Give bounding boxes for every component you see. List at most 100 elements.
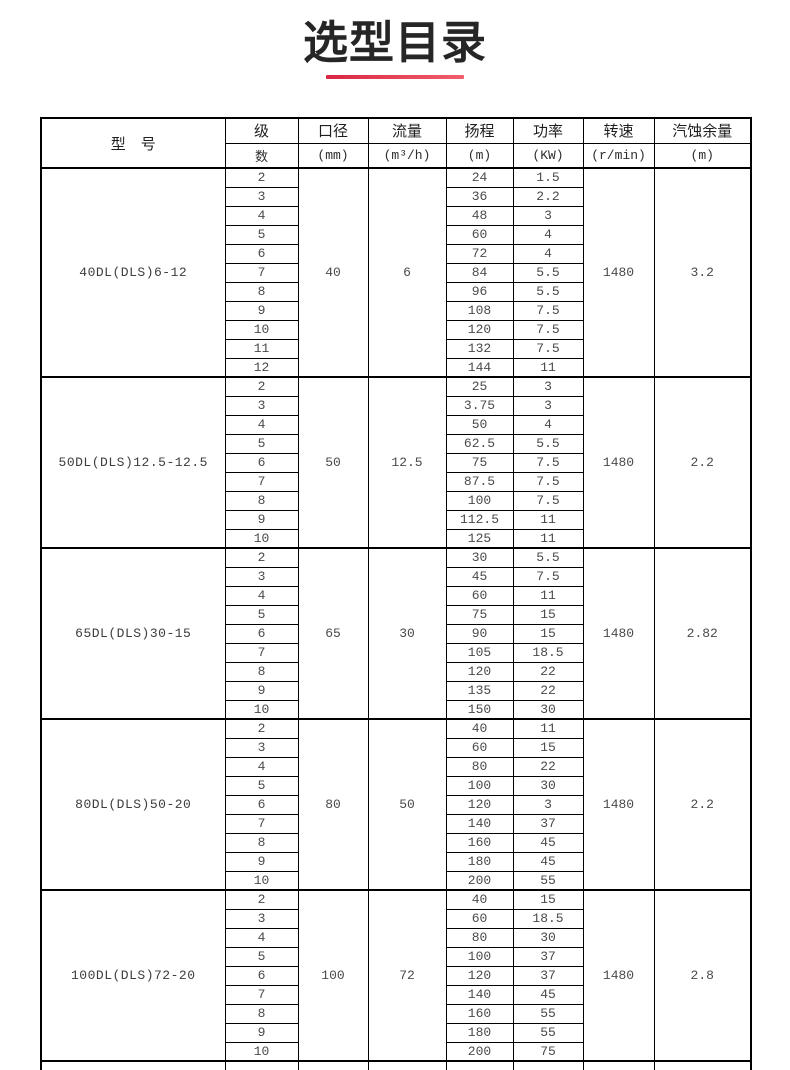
power-cell: 3: [512, 794, 584, 815]
head-cell: 72: [445, 243, 514, 264]
head-cell: 140: [445, 813, 514, 834]
power-cell: 7.5: [512, 300, 584, 321]
stage-cell: 2: [224, 376, 299, 397]
pump-selection-table: 型 号 级 口径 流量 扬程 功率 转速 汽蚀余量 数 (mm) (m³/h) …: [40, 117, 752, 1070]
stage-cell: 6: [224, 794, 299, 815]
header-head: 扬程: [445, 117, 514, 144]
flow-cell: 12.5: [367, 376, 447, 549]
npsh-cell: 2.2: [653, 718, 752, 891]
table-row: 7 84 5.5: [41, 262, 751, 283]
table-row: 80DL(DLS)50-20 2 80 50 40 11 1480 2.2: [40, 718, 752, 891]
header-stages-unit: 数: [224, 142, 299, 169]
power-cell: 5.5: [512, 281, 584, 302]
power-cell: 11: [512, 357, 584, 378]
pump-section: 65DL(DLS)30-15 2 65 30 30 5.5 1480 2.82 3 45 7.5 4 6…: [40, 547, 752, 720]
speed-cell: 1480: [582, 889, 655, 1062]
head-cell: 100: [445, 490, 514, 511]
stage-cell: 2: [224, 889, 299, 910]
model-cell: 100DL(DLS)72-20: [40, 889, 226, 1062]
stage-cell: 10: [224, 528, 299, 549]
head-cell: 60: [445, 224, 514, 245]
power-cell: 30: [512, 927, 584, 948]
npsh-cell: 2.2: [653, 376, 752, 549]
header-power-unit: (KW): [512, 142, 584, 169]
speed-cell: 1480: [582, 718, 655, 891]
power-cell: 4: [512, 414, 584, 435]
head-cell: 100: [445, 775, 514, 796]
power-cell: 7.5: [512, 490, 584, 511]
stage-cell: 12: [224, 357, 299, 378]
power-cell: 5.5: [512, 433, 584, 454]
power-cell: 7.5: [512, 452, 584, 473]
stage-cell: 2: [224, 718, 299, 739]
head-cell: 144: [445, 357, 514, 378]
power-cell: 37: [512, 965, 584, 986]
power-cell: 11: [512, 528, 584, 549]
power-cell: 11: [512, 509, 584, 530]
power-cell: 5.5: [512, 547, 584, 568]
head-cell: 25: [445, 376, 514, 397]
table-row: 3 60 15: [41, 737, 751, 758]
power-cell: 7.5: [512, 319, 584, 340]
power-cell: 3: [512, 205, 584, 226]
head-cell: 120: [445, 661, 514, 682]
head-cell: 180: [445, 851, 514, 872]
stage-cell: 4: [224, 414, 299, 435]
header-flow-unit: (m³/h): [367, 142, 447, 169]
power-cell: 15: [512, 604, 584, 625]
header-npsh: 汽蚀余量: [653, 117, 752, 144]
header-power: 功率: [512, 117, 584, 144]
head-cell: 160: [445, 832, 514, 853]
npsh-cell: 2.82: [653, 547, 752, 720]
head-cell: 200: [445, 870, 514, 891]
flow-cell: 50: [367, 718, 447, 891]
head-cell: 84: [445, 262, 514, 283]
table-row: 6 120 3: [41, 794, 751, 815]
table-row: 8 160 45: [41, 832, 751, 853]
header-speed-unit: (r/min): [582, 142, 655, 169]
power-cell: 7.5: [512, 566, 584, 587]
power-cell: 22: [512, 756, 584, 777]
speed-cell: 1480: [582, 167, 655, 378]
power-cell: 55: [512, 1022, 584, 1043]
head-cell: 75: [445, 452, 514, 473]
table-row: 3 60 18.5: [41, 908, 751, 929]
head-cell: 112.5: [445, 509, 514, 530]
power-cell: 11: [512, 718, 584, 739]
stage-cell: 6: [224, 965, 299, 986]
head-cell: 3.75: [445, 395, 514, 416]
head-cell: 200: [445, 1041, 514, 1062]
flow-cell: 30: [367, 547, 447, 720]
head-cell: 40: [445, 889, 514, 910]
stage-cell: 5: [224, 224, 299, 245]
stage-cell: 8: [224, 1003, 299, 1024]
header-stages: 级: [224, 117, 299, 144]
stage-cell: 8: [224, 281, 299, 302]
stage-cell: 3: [224, 908, 299, 929]
head-cell: 80: [445, 756, 514, 777]
stage-cell: 9: [224, 680, 299, 701]
stage-cell: 5: [224, 946, 299, 967]
power-cell: 55: [512, 1003, 584, 1024]
power-cell: 7.5: [512, 471, 584, 492]
head-cell: 60: [445, 908, 514, 929]
power-cell: 4: [512, 243, 584, 264]
model-cell: 40DL(DLS)6-12: [40, 167, 226, 378]
table-header: 型 号 级 口径 流量 扬程 功率 转速 汽蚀余量 数 (mm) (m³/h) …: [40, 117, 752, 169]
power-cell: 37: [512, 813, 584, 834]
power-cell: 22: [512, 661, 584, 682]
power-cell: 7.5: [512, 338, 584, 359]
header-npsh-unit: (m): [653, 142, 752, 169]
diameter-cell: 40: [297, 167, 369, 378]
table-row: 7 105 18.5: [41, 642, 751, 663]
stage-cell: 6: [224, 623, 299, 644]
stage-cell: 3: [224, 186, 299, 207]
power-cell: 5.5: [512, 262, 584, 283]
head-cell: [445, 1060, 514, 1070]
power-cell: 18.5: [512, 908, 584, 929]
stage-cell: 3: [224, 566, 299, 587]
stage-cell: 10: [224, 319, 299, 340]
table-row: 7 140 45: [41, 984, 751, 1005]
table-row: 3 45 7.5: [41, 566, 751, 587]
stage-cell: 11: [224, 338, 299, 359]
